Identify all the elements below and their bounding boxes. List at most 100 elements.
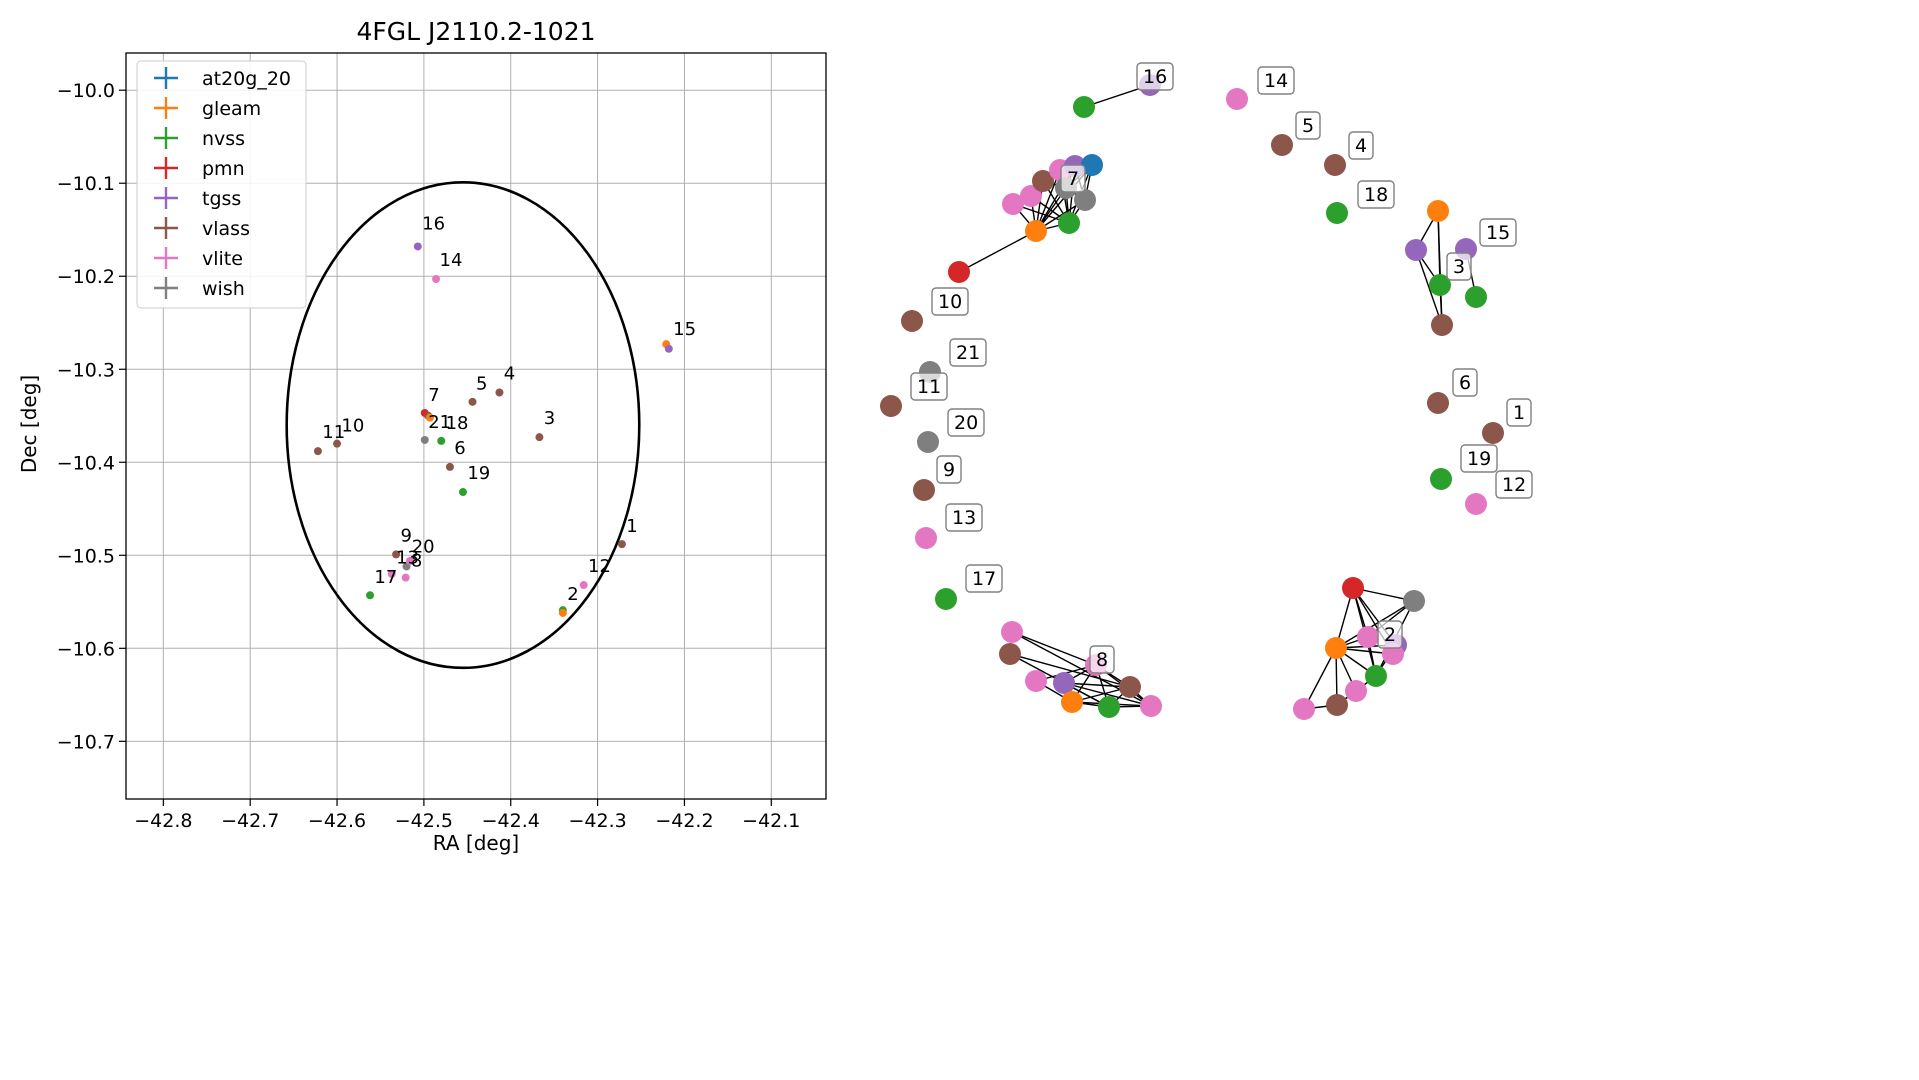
x-tick-label: −42.2: [655, 810, 713, 832]
graph-label-text: 18: [1364, 184, 1388, 206]
graph-label-box: [1136, 62, 1174, 91]
graph-node-vlite: [1357, 626, 1379, 648]
graph-label: 3: [1446, 252, 1472, 281]
graph-label-box: [949, 338, 987, 367]
graph-node-nvss: [1058, 212, 1080, 234]
graph-label-text: 14: [1264, 70, 1288, 92]
source-point-nvss: [437, 436, 446, 445]
point-label: 4: [504, 363, 515, 384]
graph-label-text: 20: [954, 412, 978, 434]
graph-label-box: [945, 503, 983, 532]
source-point-vlass: [392, 550, 401, 559]
graph-node-pmn: [1342, 577, 1364, 599]
source-point-vlass: [617, 540, 626, 549]
graph-label-box: [1089, 645, 1115, 674]
graph-nodes: [880, 74, 1504, 720]
point-label: 14: [440, 250, 463, 271]
graph-node-vlass: [1326, 694, 1348, 716]
point-label: 13: [396, 548, 419, 569]
graph-node-tgss: [1053, 672, 1075, 694]
graph-edge: [1415, 249, 1443, 326]
x-tick-label: −42.5: [395, 810, 453, 832]
legend-entry-tgss: tgss: [154, 187, 241, 210]
graph-node-vlass: [1482, 422, 1504, 444]
point-label: 5: [476, 374, 487, 395]
graph-label: 18: [1357, 180, 1395, 209]
source-point-vlass: [445, 462, 454, 471]
graph-label-text: 9: [943, 459, 955, 481]
graph-node-wish: [1074, 189, 1096, 211]
x-tick-label: −42.3: [568, 810, 626, 832]
graph-node-vlite: [1226, 88, 1248, 110]
graph-node-vlass: [1427, 392, 1449, 414]
graph-node-gleam: [1427, 200, 1449, 222]
y-tick-label: −10.2: [57, 266, 115, 288]
graph-label-box: [1357, 180, 1395, 209]
point-label: 11: [322, 422, 345, 443]
graph-label-box: [947, 408, 985, 437]
source-point-nvss: [458, 488, 467, 497]
graph-node-vlass: [1119, 676, 1141, 698]
y-tick-label: −10.0: [57, 80, 115, 102]
legend-entry-wish: wish: [154, 277, 245, 300]
graph-label: 2: [1377, 620, 1403, 649]
graph-label-text: 5: [1302, 115, 1314, 137]
source-points: [313, 242, 673, 617]
graph-node-nvss: [1326, 202, 1348, 224]
graph-node-nvss: [1098, 696, 1120, 718]
graph-node-vlite: [1345, 680, 1367, 702]
graph-node-nvss: [1073, 96, 1095, 118]
graph-label-text: 7: [1067, 168, 1079, 190]
graph-label: 11: [910, 372, 948, 401]
point-label: 12: [588, 556, 611, 577]
y-tick-label: −10.3: [57, 359, 115, 381]
graph-label-box: [910, 372, 948, 401]
graph-label-box: [1479, 218, 1517, 247]
graph-node-vlass: [913, 479, 935, 501]
y-tick-label: −10.6: [57, 638, 115, 660]
x-tick-label: −42.6: [308, 810, 366, 832]
legend-entry-nvss: nvss: [154, 127, 245, 150]
x-tick-label: −42.4: [482, 810, 540, 832]
graph-node-vlite: [1465, 493, 1487, 515]
legend-box: [136, 60, 307, 309]
graph-node-vlite: [1020, 185, 1042, 207]
y-tick-label: −10.5: [57, 545, 115, 567]
graph-node-vlite: [1002, 193, 1024, 215]
localization-ellipse: [285, 180, 641, 670]
y-tick-label: −10.1: [57, 173, 115, 195]
graph-label: 19: [1460, 444, 1498, 473]
graph-label-text: 15: [1486, 222, 1510, 244]
y-tick-label: −10.7: [57, 731, 115, 753]
point-label: 15: [673, 319, 696, 340]
point-label: 2: [567, 584, 578, 605]
legend-label: pmn: [202, 158, 245, 180]
graph-label: 13: [945, 503, 983, 532]
graph-label-box: [1452, 368, 1478, 397]
graph-node-nvss: [1465, 286, 1487, 308]
y-tick-label: −10.4: [57, 452, 115, 474]
legend-label: at20g_20: [202, 68, 291, 90]
graph-node-vlite: [1140, 695, 1162, 717]
graph-node-gleam: [1325, 637, 1347, 659]
graph-label-text: 6: [1459, 372, 1471, 394]
point-label: 18: [446, 413, 469, 434]
graph-node-vlass: [901, 310, 923, 332]
graph-label-box: [1295, 111, 1321, 140]
graph-label-box: [1348, 131, 1374, 160]
graph-label-box: [1377, 620, 1403, 649]
graph-node-vlass: [999, 643, 1021, 665]
graph-label-box: [1446, 252, 1472, 281]
graph-node-nvss: [1429, 274, 1451, 296]
graph-label-box: [1060, 164, 1086, 193]
graph-label: 12: [1495, 470, 1533, 499]
graph-label: 16: [1136, 62, 1174, 91]
graph-label: 1: [1506, 398, 1532, 427]
graph-node-wish: [917, 431, 939, 453]
graph-label: 7: [1060, 164, 1086, 193]
graph-node-vlass: [1032, 170, 1054, 192]
point-label: 1: [626, 516, 637, 537]
source-point-vlite: [401, 573, 410, 582]
